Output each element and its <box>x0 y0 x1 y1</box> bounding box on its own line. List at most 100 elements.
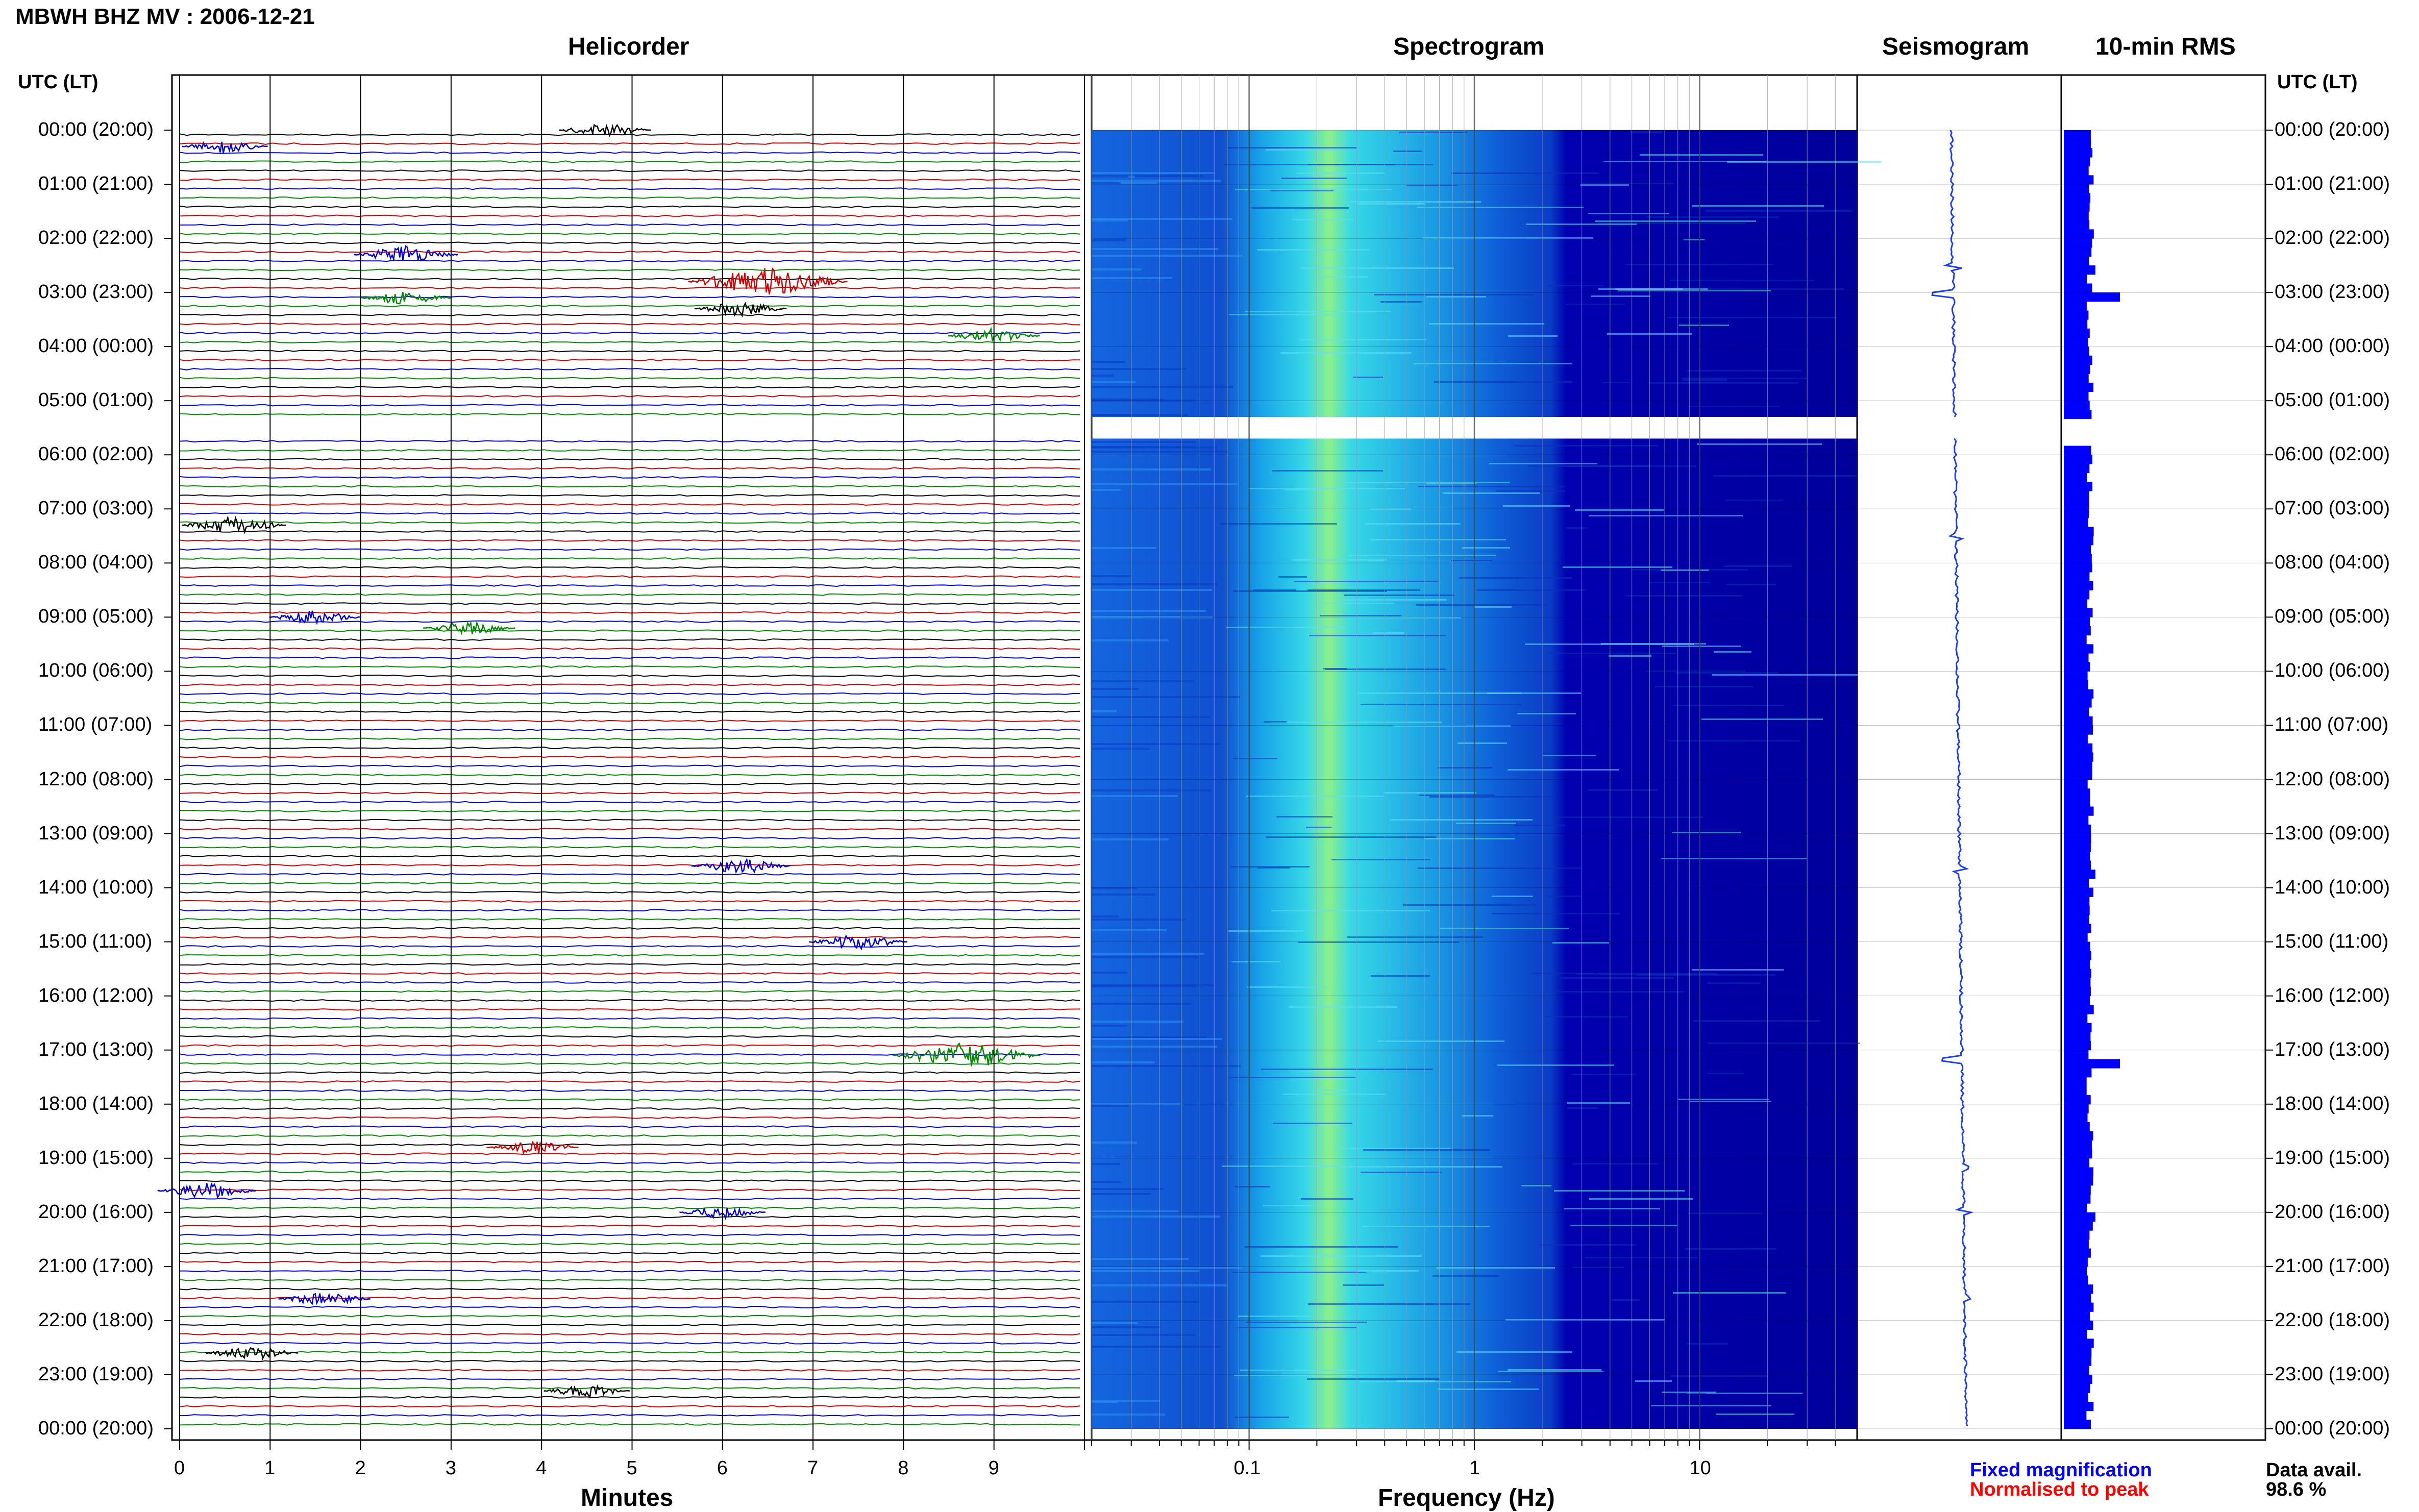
rms-bar <box>2064 806 2094 816</box>
spectrogram-speckle <box>1293 559 1387 561</box>
time-label-right: 08:00 (04:00) <box>2275 552 2390 574</box>
rms-bar <box>2064 743 2093 753</box>
rms-bar <box>2064 1275 2088 1285</box>
spectrogram-lowfreq-band <box>1092 716 1210 718</box>
spectrogram-speckle <box>1704 288 1844 290</box>
rms-bar <box>2064 139 2091 148</box>
helicorder-line <box>179 494 1080 497</box>
rms-bar <box>2064 987 2091 997</box>
spectrogram-speckle <box>1707 1043 1860 1044</box>
spectrogram-speckle <box>1245 311 1391 312</box>
spectrogram-speckle <box>1357 203 1425 205</box>
helicorder-line <box>179 936 1080 939</box>
spectrogram-lowfreq-band <box>1092 468 1211 470</box>
spectrogram-lowfreq-band <box>1092 1193 1151 1195</box>
spectrogram-speckle <box>1517 713 1576 714</box>
spectrogram-speckle <box>1300 267 1454 269</box>
spectrogram-speckle <box>1687 370 1801 371</box>
helicorder-line <box>179 720 1080 723</box>
helicorder-event-13 <box>486 1141 579 1155</box>
rms-bar <box>2064 797 2090 807</box>
spectrogram-speckle <box>1526 224 1637 225</box>
helicorder-line <box>179 1107 1080 1110</box>
spectrogram-speckle <box>1347 936 1483 938</box>
rms-bar <box>2064 851 2090 861</box>
page-title: MBWH BHZ MV : 2006-12-21 <box>15 4 315 29</box>
helicorder-line <box>179 791 1080 795</box>
rms-bar <box>2064 346 2089 356</box>
helicorder-line <box>179 350 1080 353</box>
seismogram-segment-0 <box>1931 130 1962 417</box>
spectrogram-lowfreq-band <box>1092 789 1211 791</box>
rms-bar <box>2064 924 2091 933</box>
spectrogram-speckle <box>1714 651 1751 653</box>
spectrogram-speckle <box>1724 565 1792 567</box>
helicorder-line <box>179 1206 1080 1209</box>
spectrogram-lowfreq-band <box>1092 1061 1154 1063</box>
spectrogram-speckle <box>1554 1190 1685 1192</box>
rms-bar <box>2064 1402 2094 1411</box>
helicorder-line <box>179 629 1080 632</box>
spectrogram-lowfreq-band <box>1092 589 1212 591</box>
rms-bar <box>2064 1140 2092 1150</box>
time-label-right: 19:00 (15:00) <box>2275 1147 2390 1169</box>
spectrogram-speckle <box>1646 216 1779 218</box>
spectrogram-lowfreq-band <box>1092 175 1203 177</box>
spectrogram-speckle <box>1261 1255 1422 1257</box>
helicorder-event-18 <box>541 1384 630 1399</box>
spectrogram-speckle <box>1588 789 1658 791</box>
helicorder-event-17 <box>204 1347 298 1361</box>
spectrogram-speckle <box>1232 1272 1366 1273</box>
helicorder-line <box>179 990 1080 993</box>
frequency-tick-label: 10 <box>1689 1457 1711 1479</box>
spectrogram-lowfreq-band <box>1092 1003 1191 1005</box>
rms-bar <box>2064 301 2087 311</box>
helicorder-line <box>179 251 1080 254</box>
time-label-right: 02:00 (22:00) <box>2275 227 2390 249</box>
spectrogram-speckle <box>1662 1392 1716 1393</box>
helicorder-line <box>179 647 1080 650</box>
helicorder-line <box>179 710 1080 713</box>
rms-bar <box>2064 680 2088 690</box>
spectrogram-speckle <box>1514 825 1565 826</box>
rms-bar <box>2064 1068 2092 1078</box>
spectrogram-speckle <box>1227 147 1357 148</box>
rms-bar <box>2064 1014 2088 1024</box>
spectrogram-lowfreq-band <box>1092 1188 1164 1190</box>
rms-title: 10-min RMS <box>2095 33 2236 60</box>
spectrogram-speckle <box>1547 896 1581 897</box>
spectrogram-speckle <box>1416 604 1547 606</box>
rms-bar <box>2064 175 2094 185</box>
spectrogram-speckle <box>1705 210 1852 212</box>
spectrogram-speckle <box>1585 1257 1698 1258</box>
spectrogram-lowfreq-band <box>1092 616 1213 618</box>
helicorder-line <box>179 1287 1080 1291</box>
rms-bar <box>2064 761 2092 771</box>
helicorder-line <box>179 999 1080 1002</box>
helicorder-line <box>179 548 1080 551</box>
rms-bar <box>2064 1131 2093 1141</box>
rms-bar <box>2064 220 2090 230</box>
spectrogram-speckle <box>1426 296 1486 298</box>
spectrogram-lowfreq-band <box>1092 483 1238 485</box>
rms-bar <box>2064 824 2091 834</box>
minute-tick-label: 0 <box>174 1457 185 1479</box>
spectrogram-lowfreq-band <box>1092 953 1204 955</box>
spectrogram-speckle <box>1342 599 1447 601</box>
data-availability-label: Data avail. <box>2266 1459 2362 1481</box>
spectrogram-speckle <box>1374 294 1534 295</box>
time-label-left: 17:00 (13:00) <box>38 1038 154 1060</box>
helicorder-line <box>179 449 1080 452</box>
rms-bar <box>2064 941 2090 951</box>
time-label-left: 00:00 (20:00) <box>38 1418 154 1439</box>
rms-bar <box>2064 374 2089 383</box>
spectrogram-speckle <box>1266 836 1436 838</box>
spectrogram-lowfreq-band <box>1092 639 1169 641</box>
spectrogram-speckle <box>1233 590 1387 592</box>
helicorder-event-10 <box>691 857 790 874</box>
spectrogram-speckle <box>1556 991 1684 993</box>
helicorder-line <box>179 1270 1080 1273</box>
helicorder-line <box>179 1035 1080 1038</box>
helicorder-line <box>179 674 1080 677</box>
rms-bar <box>2064 283 2092 293</box>
